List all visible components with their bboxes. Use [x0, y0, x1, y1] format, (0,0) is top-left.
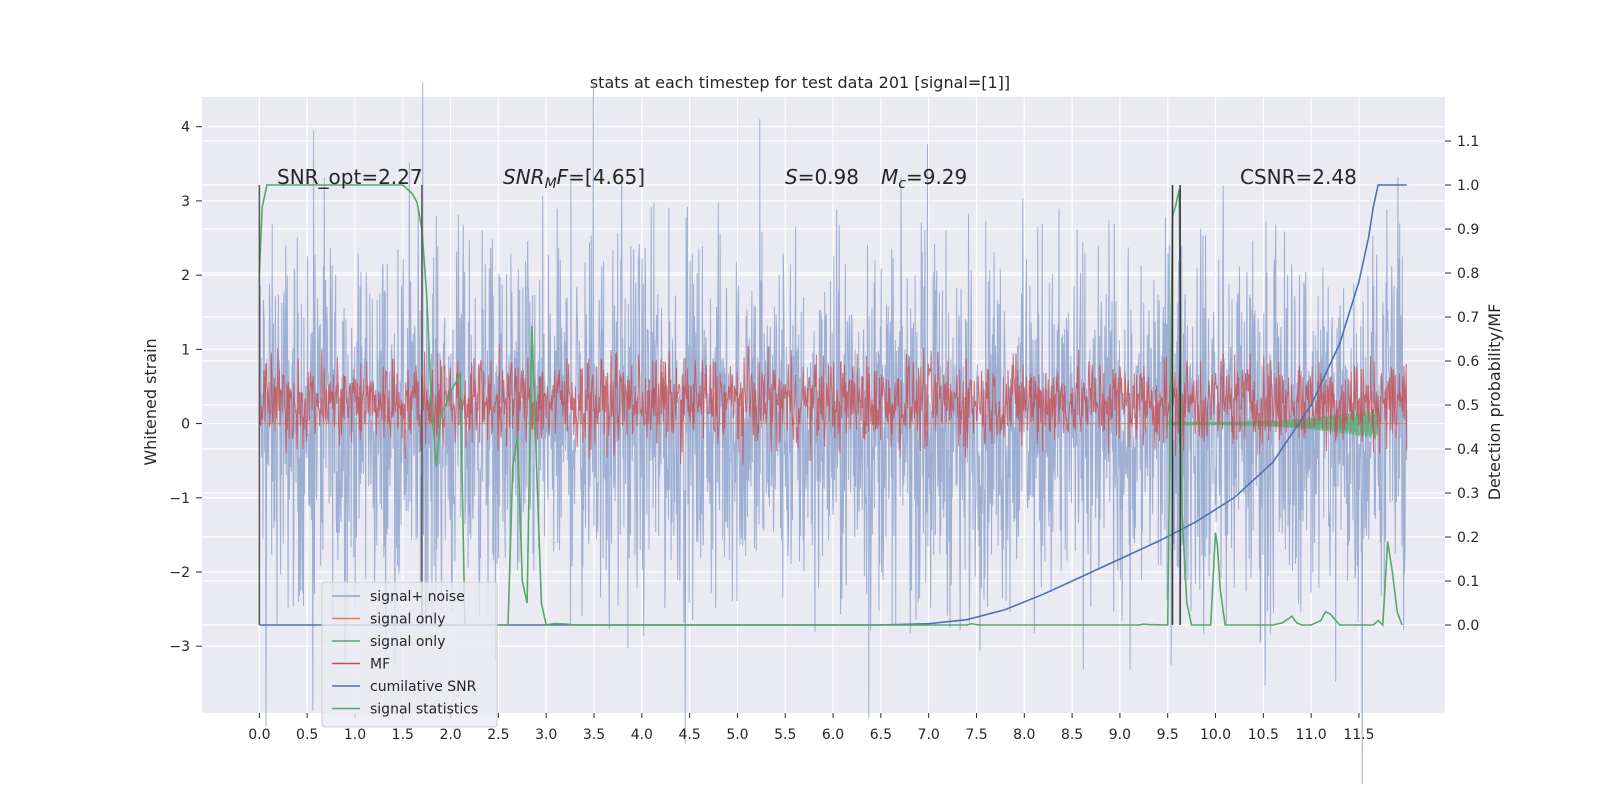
y-tick-label: −3 — [169, 639, 190, 655]
x-tick-label: 5.5 — [774, 727, 796, 743]
y2-tick-label: 0.1 — [1457, 574, 1479, 590]
y2-tick-label: 0.9 — [1457, 222, 1479, 238]
y-tick-label: −2 — [169, 565, 190, 581]
x-tick-label: 3.5 — [583, 727, 605, 743]
annotation-0: SNR_opt=2.27 — [277, 165, 423, 189]
y2-tick-label: 1.1 — [1457, 134, 1479, 150]
y-tick-label: 1 — [181, 342, 190, 358]
x-tick-label: 10.0 — [1200, 727, 1231, 743]
y-tick-label: −1 — [169, 491, 190, 507]
x-tick-label: 6.5 — [870, 727, 892, 743]
x-tick-label: 6.0 — [822, 727, 844, 743]
x-tick-label: 0.0 — [248, 727, 270, 743]
series-line-3 — [258, 343, 1408, 465]
x-tick-label: 1.5 — [392, 727, 414, 743]
legend-label-1: signal only — [370, 612, 445, 628]
x-tick-label: 5.0 — [726, 727, 748, 743]
x-tick-label: 1.0 — [344, 727, 366, 743]
x-tick-label: 10.5 — [1248, 727, 1279, 743]
x-tick-label: 2.5 — [487, 727, 509, 743]
x-tick-label: 8.0 — [1013, 727, 1035, 743]
legend-label-4: cumilative SNR — [370, 679, 477, 695]
x-tick-label: 0.5 — [296, 727, 318, 743]
y-tick-label: 3 — [181, 194, 190, 210]
x-tick-label: 3.0 — [535, 727, 557, 743]
x-tick-label: 11.5 — [1343, 727, 1374, 743]
x-tick-label: 7.0 — [918, 727, 940, 743]
x-tick-label: 4.5 — [679, 727, 701, 743]
legend-label-0: signal+ noise — [370, 589, 465, 605]
y2-axis-label: Detection probability/MF — [1485, 304, 1504, 501]
y-tick-label: 0 — [181, 417, 190, 433]
y-axis-label: Whitened strain — [141, 338, 160, 465]
y-tick-label: 4 — [181, 120, 190, 136]
annotation-3: Mc=9.29 — [881, 165, 967, 192]
x-tick-label: 8.5 — [1061, 727, 1083, 743]
x-tick-label: 4.0 — [631, 727, 653, 743]
legend-box — [321, 581, 498, 728]
y2-tick-label: 0.6 — [1457, 354, 1479, 370]
y2-tick-label: 0.4 — [1457, 442, 1479, 458]
x-tick-label: 11.0 — [1296, 727, 1327, 743]
y2-tick-label: 0.0 — [1457, 618, 1479, 634]
y2-tick-label: 1.0 — [1457, 178, 1479, 194]
x-tick-label: 9.5 — [1157, 727, 1179, 743]
series-line-0 — [258, 82, 1408, 785]
y2-tick-label: 0.3 — [1457, 486, 1479, 502]
chart-title: stats at each timestep for test data 201… — [590, 73, 1010, 92]
legend-label-3: MF — [370, 657, 390, 673]
series-line-4 — [259, 184, 1407, 626]
x-tick-label: 7.5 — [965, 727, 987, 743]
y2-tick-label: 0.2 — [1457, 530, 1479, 546]
y2-tick-label: 0.5 — [1457, 398, 1479, 414]
legend-label-2: signal only — [370, 634, 445, 650]
y-tick-label: 2 — [181, 268, 190, 284]
legend-label-5: signal statistics — [370, 702, 478, 718]
annotation-2: S=0.98 — [785, 165, 859, 189]
y2-tick-label: 0.7 — [1457, 310, 1479, 326]
x-tick-label: 9.0 — [1109, 727, 1131, 743]
x-tick-label: 2.0 — [439, 727, 461, 743]
annotation-4: CSNR=2.48 — [1240, 165, 1357, 189]
y2-tick-label: 0.8 — [1457, 266, 1479, 282]
annotation-1: SNRMF=[4.65] — [503, 165, 645, 192]
series-line-5 — [258, 184, 1403, 627]
